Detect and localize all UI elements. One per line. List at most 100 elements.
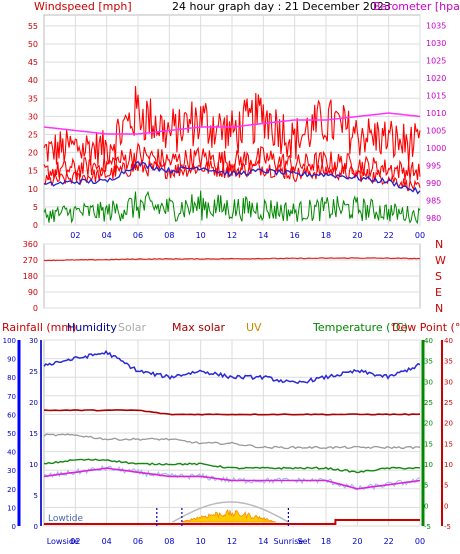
temperature-tick-label: 10 <box>424 461 433 469</box>
baro-tick-label: 1015 <box>426 92 446 101</box>
temperature-tick-label: -5 <box>424 523 431 531</box>
wind-x-tick-label: 20 <box>352 231 362 240</box>
avg-wind-series-line <box>43 160 421 195</box>
rain-tick-label: 70 <box>7 393 16 401</box>
dew-point-tick-label: -5 <box>444 523 451 531</box>
dew-point-tick-label: 20 <box>444 420 453 428</box>
direction-tick-label: 270 <box>23 256 38 265</box>
rain-tick-label: 50 <box>7 430 16 438</box>
temperature-tick-label: 5 <box>424 482 428 490</box>
lull-series-line <box>43 190 421 224</box>
humidity-tick-label: 10 <box>29 461 38 469</box>
temperature-tick-label: 25 <box>424 399 433 407</box>
windspeed-axis-label: Windspeed [mph] <box>34 0 132 13</box>
legend-rainfall: Rainfall (mm) <box>2 321 76 334</box>
wind-tick-label: 15 <box>28 167 38 176</box>
weather-x-tick-label: 04 <box>102 537 112 546</box>
dew-point-tick-label: 25 <box>444 399 453 407</box>
gust-series-line <box>43 86 421 166</box>
temperature-tick-label: 0 <box>424 502 428 510</box>
rainfall-series-line <box>44 519 420 525</box>
wind-mean-series-line <box>43 142 421 181</box>
temperature-tick-label: 30 <box>424 378 433 386</box>
compass-label: N <box>435 238 443 251</box>
rain-tick-label: 20 <box>7 486 16 494</box>
weather-x-tick-label: 12 <box>227 537 237 546</box>
humidity-series-line <box>43 349 421 385</box>
legend-dew-point: Dew Point (°C) <box>392 321 460 334</box>
humidity-tick-label: 0 <box>34 523 38 531</box>
baro-tick-label: 990 <box>426 179 441 188</box>
temperature-tick-label: 15 <box>424 440 433 448</box>
temperature-series-line <box>43 458 421 474</box>
direction-series-line <box>43 257 421 262</box>
weather-x-tick-label: 08 <box>164 537 174 546</box>
wind-tick-label: 35 <box>28 94 38 103</box>
solar-series-line <box>43 433 421 450</box>
compass-label: S <box>435 270 442 283</box>
wind-x-tick-label: 04 <box>102 231 112 240</box>
graph-title: 24 hour graph day : 21 December 2023 <box>172 0 391 13</box>
legend-temperature: Temperature (°C) <box>312 321 408 334</box>
legend-solar: Solar <box>118 321 147 334</box>
dew-point-series-line <box>43 467 421 490</box>
wind-x-tick-label: 14 <box>258 231 268 240</box>
weather-x-tick-label: 20 <box>352 537 362 546</box>
weather-x-tick-label: 18 <box>321 537 331 546</box>
wind-tick-label: 40 <box>28 76 38 85</box>
rain-tick-label: 0 <box>12 523 16 531</box>
wind-x-tick-label: 08 <box>164 231 174 240</box>
dew-point-tick-label: 5 <box>444 482 448 490</box>
humidity-tick-label: 25 <box>29 368 38 376</box>
wind-x-tick-label: 10 <box>196 231 206 240</box>
legend-uv: UV <box>246 321 262 334</box>
wind-x-tick-label: 06 <box>133 231 143 240</box>
wind-x-tick-label: 00 <box>415 231 425 240</box>
weather-x-tick-label: 00 <box>415 537 425 546</box>
wind-x-tick-label: 02 <box>70 231 80 240</box>
rain-tick-label: 60 <box>7 411 16 419</box>
compass-label: E <box>435 286 442 299</box>
weather-x-tick-label: 06 <box>133 537 143 546</box>
weather-x-tick-label: 02 <box>70 537 80 546</box>
wind-x-tick-label: 22 <box>384 231 394 240</box>
direction-tick-label: 180 <box>23 272 38 281</box>
baro-tick-label: 980 <box>426 214 441 223</box>
baro-tick-label: 985 <box>426 197 441 206</box>
baro-tick-label: 1005 <box>426 127 446 136</box>
humidity-tick-label: 20 <box>29 399 38 407</box>
rain-tick-label: 40 <box>7 449 16 457</box>
dew-point-tick-label: 40 <box>444 337 453 345</box>
baro-tick-label: 1030 <box>426 39 446 48</box>
baro-tick-label: 1000 <box>426 144 446 153</box>
dew-point-tick-label: 15 <box>444 440 453 448</box>
dew-point-tick-label: 35 <box>444 358 453 366</box>
wind-tick-label: 10 <box>28 185 38 194</box>
wind-tick-label: 20 <box>28 149 38 158</box>
wind-tick-label: 30 <box>28 112 38 121</box>
baro-tick-label: 995 <box>426 162 441 171</box>
barometer-axis-label: Barometer [hpa] <box>373 0 460 13</box>
wind-tick-label: 25 <box>28 130 38 139</box>
rain-tick-label: 80 <box>7 374 16 382</box>
wind-tick-label: 50 <box>28 40 38 49</box>
rain-tick-label: 100 <box>3 337 16 345</box>
direction-tick-label: 90 <box>28 288 38 297</box>
temperature-tick-label: 35 <box>424 358 433 366</box>
compass-label: N <box>435 302 443 315</box>
compass-label: W <box>435 254 446 267</box>
weather-x-tick-label: Set <box>297 537 310 546</box>
weather-x-tick-label: Lowside <box>47 537 79 546</box>
legend-max-solar: Max solar <box>172 321 225 334</box>
humidity-tick-label: 15 <box>29 430 38 438</box>
rain-tick-label: 10 <box>7 504 16 512</box>
baro-tick-label: 1010 <box>426 109 446 118</box>
wind-tick-label: 55 <box>28 22 38 31</box>
lowtide-label: Lowtide <box>48 514 83 524</box>
wind-x-tick-label: 18 <box>321 231 331 240</box>
weather-x-tick-label: 14 <box>258 537 268 546</box>
weather-x-tick-label: Sunrise <box>273 537 303 546</box>
direction-tick-label: 0 <box>33 304 38 313</box>
solar-area <box>181 509 276 523</box>
